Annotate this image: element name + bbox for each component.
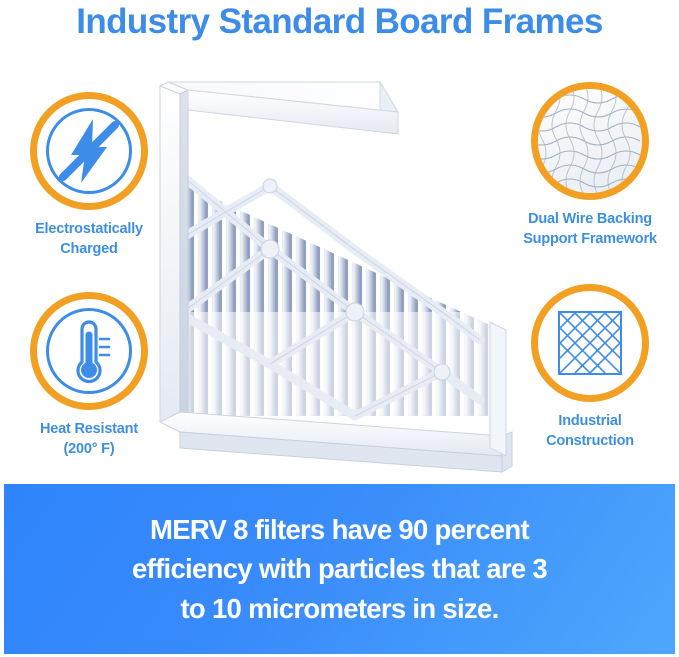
pleated-air-filter-photo (150, 64, 520, 476)
feature-icon-ring (531, 82, 649, 200)
caption-line-2: Support Framework (523, 231, 657, 247)
caption-line-2: Charged (60, 241, 118, 257)
caption-line-1: Heat Resistant (40, 421, 138, 437)
feature-icon-ring (30, 292, 148, 410)
no-static-lightning-bolt-icon (37, 99, 141, 203)
banner-line-3: to 10 micrometers in size. (180, 592, 499, 624)
inner-ring (46, 308, 132, 394)
caption-line-1: Industrial (558, 413, 622, 429)
inner-ring (46, 108, 132, 194)
thermometer-icon (37, 299, 141, 403)
page-title: Industry Standard Board Frames (76, 2, 603, 41)
feature-caption: Heat Resistant (200° F) (0, 419, 179, 459)
caption-line-2: Construction (546, 433, 634, 449)
banner-line-1: MERV 8 filters have 90 percent (150, 514, 530, 546)
merv-efficiency-banner: MERV 8 filters have 90 percent efficienc… (4, 484, 675, 654)
wire-mesh-photo-icon (538, 89, 642, 193)
feature-icon-ring (30, 92, 148, 210)
feature-electrostatically-charged: Electrostatically Charged (0, 92, 179, 259)
banner-line-2: efficiency with particles that are 3 (132, 553, 548, 585)
feature-industrial-construction: Industrial Construction (500, 284, 679, 451)
feature-dual-wire-backing: Dual Wire Backing Support Framework (500, 82, 679, 249)
feature-heat-resistant: Heat Resistant (200° F) (0, 292, 179, 459)
feature-caption: Dual Wire Backing Support Framework (500, 209, 679, 249)
feature-icon-ring (531, 284, 649, 402)
caption-line-2: (200° F) (63, 441, 115, 457)
lattice-square (558, 311, 622, 375)
caption-line-1: Electrostatically (35, 221, 143, 237)
lattice-grid-icon (538, 291, 642, 395)
caption-line-1: Dual Wire Backing (528, 211, 652, 227)
feature-caption: Electrostatically Charged (0, 219, 179, 259)
feature-caption: Industrial Construction (500, 411, 679, 451)
